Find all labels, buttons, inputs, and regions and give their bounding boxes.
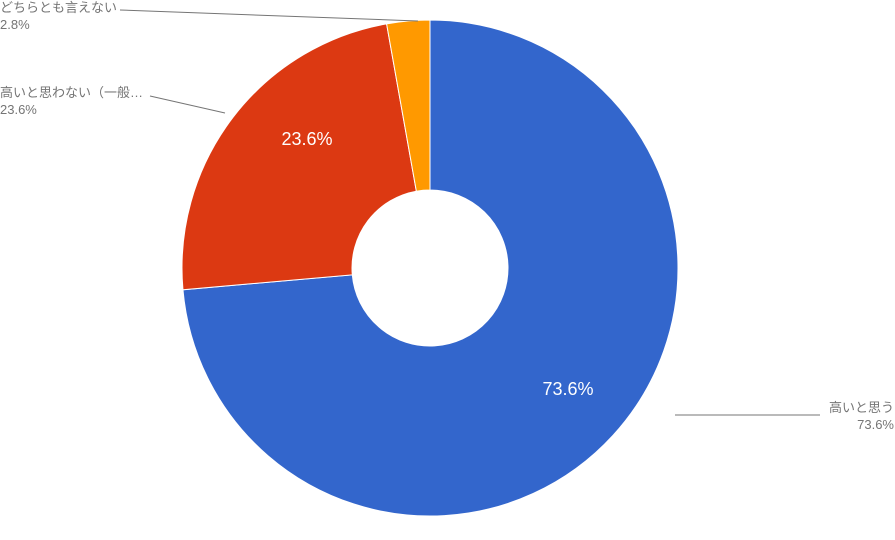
donut-chart: 73.6%23.6% 高いと思う73.6%高いと思わない（一般…23.6%どちら…: [0, 0, 895, 540]
slice-percent-label: 23.6%: [281, 129, 332, 149]
external-label-title: どちらとも言えない: [0, 0, 117, 17]
donut-slice: [182, 24, 416, 290]
external-label-percent: 23.6%: [0, 102, 143, 119]
external-label: どちらとも言えない2.8%: [0, 0, 117, 34]
leader-line: [150, 96, 225, 113]
external-label: 高いと思わない（一般…23.6%: [0, 85, 143, 119]
donut-svg: 73.6% 23.6%: [0, 0, 895, 540]
external-label-title: 高いと思う: [829, 400, 894, 417]
external-label-percent: 2.8%: [0, 17, 117, 34]
external-label: 高いと思う73.6%: [829, 400, 894, 434]
leader-line: [120, 10, 418, 21]
slice-percent-label: 73.6%: [542, 379, 593, 399]
external-label-title: 高いと思わない（一般…: [0, 85, 143, 102]
external-label-percent: 73.6%: [829, 417, 894, 434]
